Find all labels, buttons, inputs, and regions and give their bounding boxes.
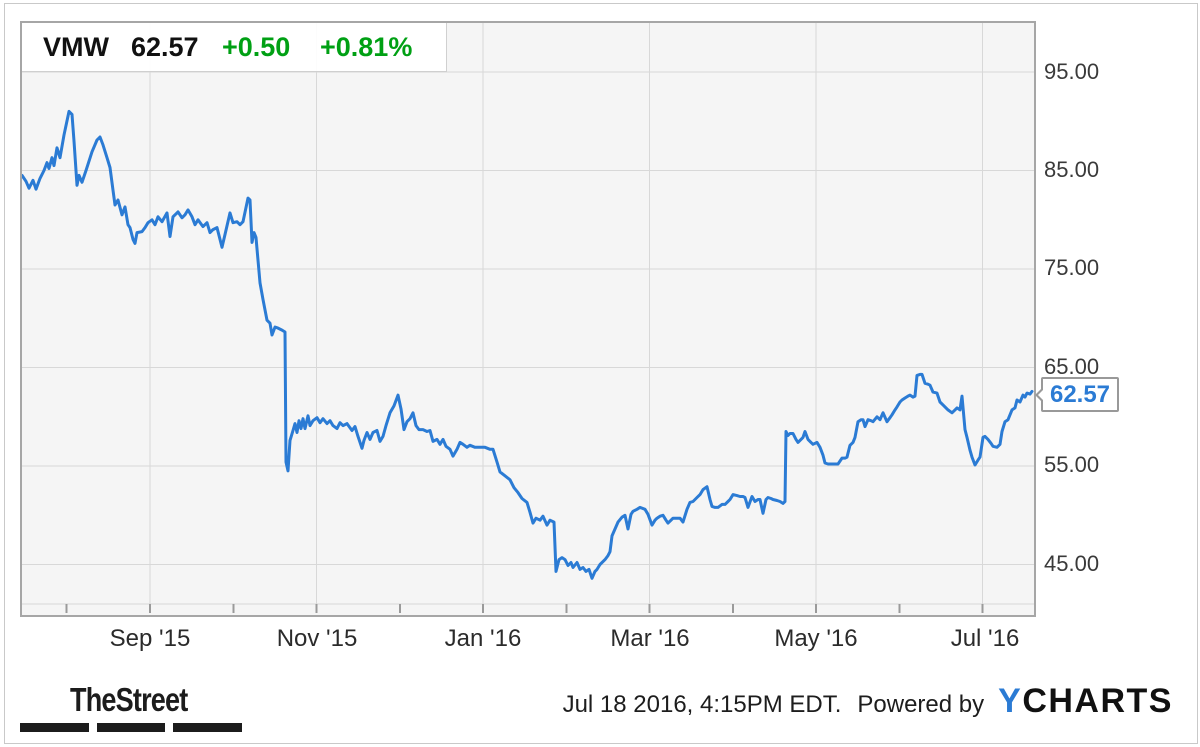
- y-axis-label: 75.00: [1044, 255, 1100, 280]
- ycharts-logo-y: Y: [998, 682, 1023, 720]
- y-axis-label: 65.00: [1044, 354, 1100, 379]
- y-axis-label: 55.00: [1044, 452, 1100, 477]
- ycharts-logo-charts: CHARTS: [1022, 682, 1173, 720]
- powered-by-label: Powered by: [857, 691, 985, 718]
- chart-legend: VMW 62.57 +0.50 +0.81%: [22, 23, 447, 72]
- y-axis-label: 95.00: [1044, 59, 1100, 84]
- attribution-row: Jul 18 2016, 4:15PM EDT. Powered by YCHA…: [563, 682, 1173, 721]
- price-change-percent: +0.81%: [320, 32, 413, 62]
- price-change: +0.50: [222, 32, 291, 62]
- price-chart-svg: [22, 23, 1034, 613]
- x-axis-label: Jan '16: [444, 625, 522, 652]
- quote-timestamp: Jul 18 2016, 4:15PM EDT.: [562, 691, 842, 718]
- outer-frame: [4, 3, 1198, 744]
- y-axis-label: 45.00: [1044, 551, 1100, 576]
- x-axis-label: May '16: [774, 625, 858, 652]
- last-price-callout-value: 62.57: [1049, 380, 1111, 408]
- x-axis-label: Mar '16: [610, 625, 690, 652]
- thestreet-logo[interactable]: TheStreet: [20, 681, 246, 732]
- ticker-symbol: VMW: [43, 32, 109, 62]
- y-axis-label: 85.00: [1044, 157, 1100, 182]
- thestreet-logo-text: TheStreet: [70, 681, 188, 718]
- x-axis-label: Jul '16: [950, 625, 1020, 652]
- x-axis-label: Sep '15: [109, 625, 191, 652]
- chart-plot-area[interactable]: [20, 21, 1036, 617]
- price-line-series: [22, 109, 1034, 580]
- thestreet-logo-bars: [20, 723, 243, 732]
- last-price-callout: 62.57: [1035, 377, 1119, 412]
- x-axis-label: Nov '15: [276, 625, 358, 652]
- last-price: 62.57: [131, 32, 199, 62]
- ycharts-logo[interactable]: YCHARTS: [998, 682, 1173, 721]
